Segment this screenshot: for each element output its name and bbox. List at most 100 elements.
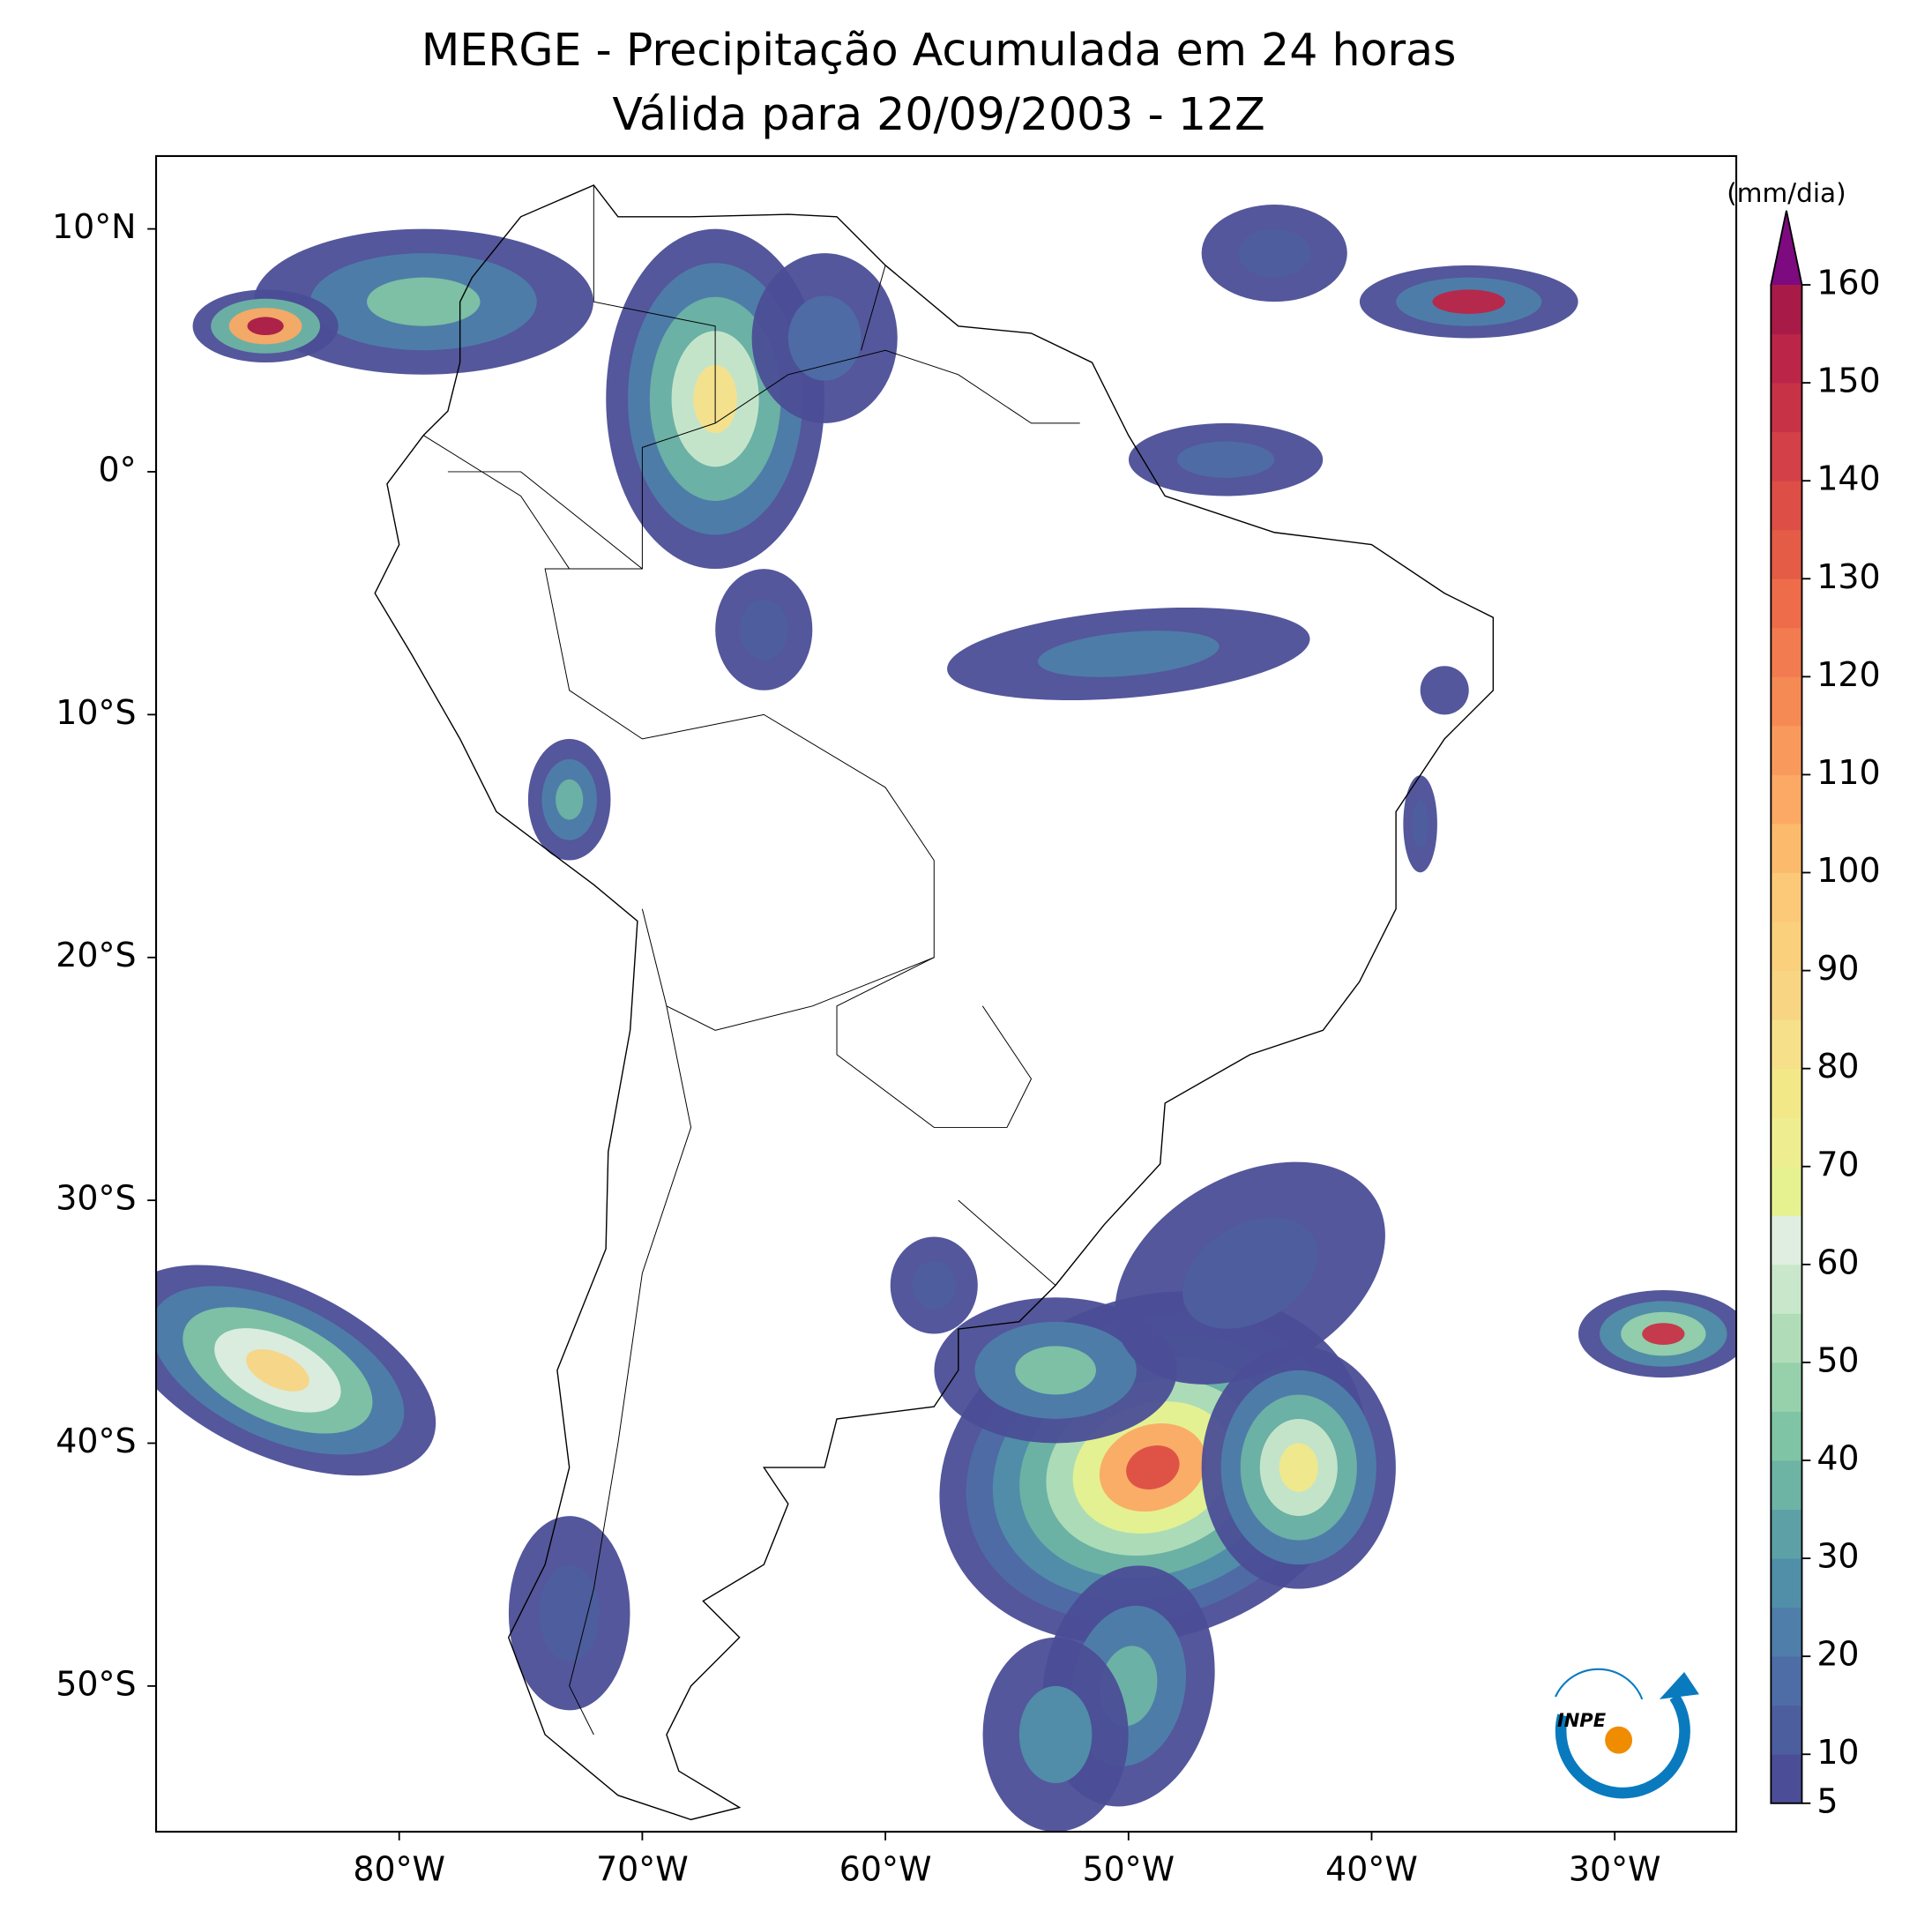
x-tick-label: 40°W (1325, 1850, 1418, 1889)
logo-arrow (1659, 1671, 1699, 1699)
y-tick-label: 50°S (56, 1664, 136, 1703)
colorbar-segment (1771, 383, 1802, 433)
colorbar-segment (1771, 1705, 1802, 1755)
border (836, 957, 1033, 1128)
precip-area (1237, 228, 1311, 278)
colorbar-segment (1771, 1411, 1802, 1461)
precip-area (1420, 666, 1469, 715)
colorbar-segment (1771, 823, 1802, 873)
colorbar-segment (1771, 1656, 1802, 1706)
colorbar-tick-label: 30 (1816, 1537, 1859, 1576)
precip-area (1182, 1217, 1318, 1329)
precip-area (1018, 1685, 1093, 1784)
precip-area (1037, 631, 1220, 677)
x-tick-label: 60°W (839, 1850, 932, 1889)
border (447, 471, 643, 570)
colorbar-tick-label: 110 (1816, 753, 1880, 792)
colorbar-tick-label: 10 (1816, 1733, 1859, 1772)
colorbar-segment (1771, 431, 1802, 481)
x-tick-label: 80°W (353, 1850, 445, 1889)
precip-area (247, 317, 284, 336)
colorbar-tick-label: 5 (1816, 1781, 1838, 1820)
y-tick-label: 10°S (56, 693, 136, 732)
title: MERGE - Precipitação Acumulada em 24 hor… (421, 24, 1457, 76)
colorbar-segment (1771, 1460, 1802, 1510)
colorbar-tick-label: 70 (1816, 1145, 1859, 1183)
colorbar-tick-label: 80 (1816, 1047, 1859, 1086)
colorbar-segment (1771, 333, 1802, 384)
colorbar-segment (1771, 1509, 1802, 1559)
precip-area (739, 599, 788, 661)
precip-area (1279, 1443, 1318, 1492)
colorbar-segment (1771, 872, 1802, 922)
colorbar-label: (mm/dia) (1727, 178, 1846, 208)
colorbar-segment (1771, 1607, 1802, 1657)
colorbar-segment (1771, 676, 1802, 727)
colorbar-tick-label: 140 (1816, 459, 1880, 498)
y-tick-label: 40°S (56, 1422, 136, 1460)
border (569, 1005, 692, 1736)
precip-area (1126, 1445, 1180, 1490)
logo-text: INPE (1557, 1709, 1607, 1731)
coastline (374, 184, 1495, 1821)
colorbar-segment (1771, 774, 1802, 825)
precip-area (1412, 799, 1429, 848)
precip-area (912, 1260, 957, 1310)
colorbar-segment (1771, 529, 1802, 579)
colorbar-tick-label: 160 (1816, 264, 1880, 302)
logo: INPE (1555, 1668, 1699, 1799)
y-tick-label: 10°N (52, 207, 137, 246)
subtitle: Válida para 20/09/2003 - 12Z (612, 88, 1264, 140)
colorbar-segment (1771, 285, 1802, 334)
colorbar-tick-label: 150 (1816, 362, 1880, 400)
colorbar-segment (1771, 579, 1802, 629)
x-tick-label: 50°W (1082, 1850, 1175, 1889)
colorbar-segment (1771, 1068, 1802, 1118)
precip-area (367, 277, 481, 326)
colorbar-tick-label: 120 (1816, 655, 1880, 694)
map-frame (154, 154, 1738, 1833)
y-tick-label: 0° (98, 450, 136, 489)
precip-area (1642, 1323, 1685, 1345)
colorbar-extend (1771, 210, 1802, 286)
colorbar-segment (1771, 1362, 1802, 1412)
colorbar-segment (1771, 1117, 1802, 1168)
y-tick-label: 20°S (56, 936, 136, 974)
logo-arc (1555, 1693, 1690, 1799)
border (422, 435, 571, 570)
precip-area (246, 1349, 310, 1392)
border (593, 184, 716, 423)
colorbar-segment (1771, 1166, 1802, 1216)
precip-area (1432, 289, 1506, 314)
precip-area (539, 1564, 600, 1662)
colorbar-segment (1771, 481, 1802, 531)
border (861, 265, 886, 351)
map-area (156, 184, 1737, 1833)
colorbar-segment (1771, 1313, 1802, 1363)
colorbar-segment (1771, 922, 1802, 972)
colorbar-tick-label: 60 (1816, 1243, 1859, 1281)
colorbar-tick-label: 20 (1816, 1635, 1859, 1674)
colorbar-segment (1771, 1558, 1802, 1609)
colorbar-segment (1771, 1215, 1802, 1265)
colorbar-segment (1771, 970, 1802, 1020)
colorbar-tick-label: 90 (1816, 949, 1859, 988)
colorbar-segment (1771, 1019, 1802, 1070)
logo-dot (1605, 1726, 1633, 1754)
precip-area (787, 295, 862, 381)
border (544, 349, 1080, 1031)
logo-orbit (1555, 1668, 1644, 1700)
colorbar-segment (1771, 627, 1802, 677)
colorbar-segment (1771, 1264, 1802, 1314)
colorbar-tick-label: 130 (1816, 557, 1880, 596)
precip-area (1177, 441, 1275, 478)
border (958, 1199, 1056, 1286)
colorbar-tick-label: 100 (1816, 851, 1880, 890)
colorbar-tick-label: 40 (1816, 1439, 1859, 1478)
colorbar-segment (1771, 1754, 1802, 1804)
colorbar-segment (1771, 725, 1802, 775)
x-tick-label: 30°W (1569, 1850, 1661, 1889)
y-tick-label: 30°S (56, 1179, 136, 1218)
